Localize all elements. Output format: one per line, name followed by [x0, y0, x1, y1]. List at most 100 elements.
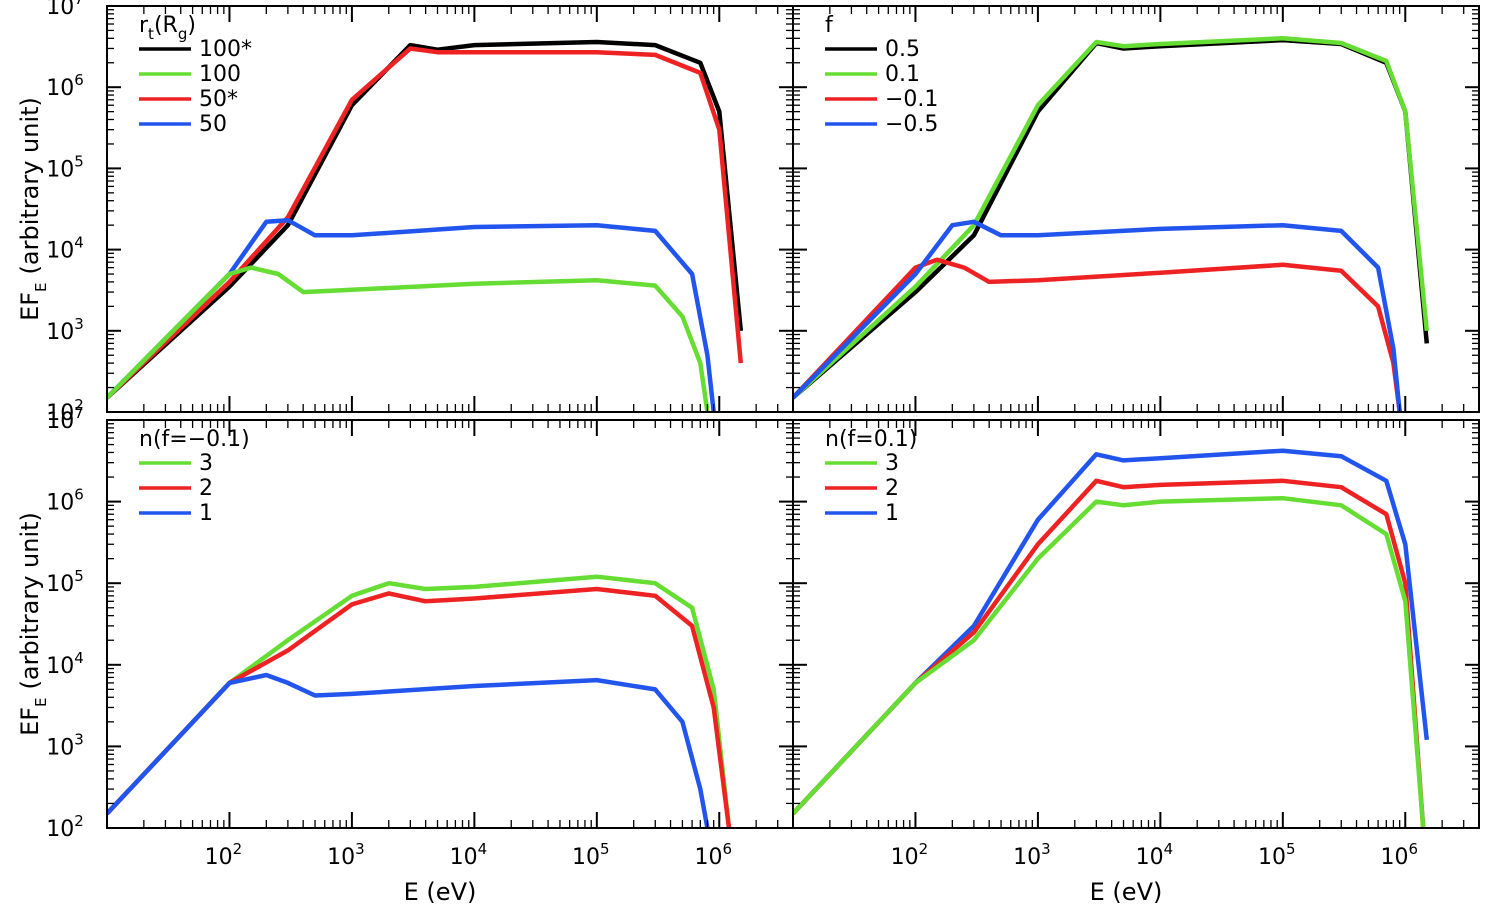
y-tick-exponent: 6	[74, 486, 84, 504]
legend-label: 50	[199, 112, 227, 137]
series-group	[107, 574, 732, 828]
series-line--0.5	[793, 219, 1402, 412]
x-tick-exponent: 4	[478, 840, 488, 858]
x-tick-label: 103	[1013, 840, 1051, 870]
y-tick-label: 102	[46, 812, 84, 842]
legend-title-sub: g	[178, 25, 188, 43]
y-tick-label: 107	[46, 404, 84, 434]
x-tick-exponent: 2	[233, 840, 243, 858]
x-tick-exponent: 5	[600, 840, 610, 858]
x-tick-exponent: 5	[1286, 840, 1296, 858]
y-tick-exponent: 5	[74, 567, 84, 585]
series-line-50	[107, 217, 716, 412]
legend-label: −0.5	[885, 112, 938, 137]
y-axis-title-main: EF	[16, 292, 44, 321]
y-tick-label: 103	[46, 730, 84, 760]
panel-bottom-left: 102 103 104 105 106 107 102 103 104 105 106 E (eV) E…	[16, 404, 794, 906]
y-axis-title: EFE (arbitrary unit)	[16, 97, 50, 321]
y-tick-exponent: 4	[74, 234, 84, 252]
legend-title: n(f=−0.1)	[139, 427, 250, 452]
y-tick-exponent: 5	[74, 152, 84, 170]
legend: n(f=0.1)321	[825, 427, 917, 526]
series-line--0.1	[793, 257, 1402, 412]
x-axis-title: E (eV)	[1090, 878, 1163, 906]
x-tick-exponent: 4	[1164, 840, 1174, 858]
series-line-3	[793, 495, 1426, 828]
legend-title-part: )	[187, 13, 196, 38]
x-tick-exponent: 3	[1041, 840, 1051, 858]
series-line-2	[107, 586, 732, 828]
y-tick-label: 104	[46, 234, 84, 264]
legend-label: 3	[199, 451, 213, 476]
x-tick-exponent: 6	[723, 840, 733, 858]
series-line-1	[107, 672, 710, 828]
series-line-100	[107, 265, 710, 412]
y-tick-label: 107	[46, 0, 84, 20]
y-tick-label: 104	[46, 649, 84, 679]
y-axis-title-rest: (arbitrary unit)	[16, 97, 44, 274]
y-tick-label: 106	[46, 486, 84, 516]
y-tick-exponent: 7	[74, 404, 84, 422]
x-tick-label: 104	[450, 840, 488, 870]
legend-label: 1	[199, 501, 213, 526]
y-axis-title-main: EF	[16, 707, 44, 736]
plot-frame	[792, 419, 1480, 829]
legend: f 0.50.1−0.1−0.5	[825, 13, 938, 137]
series-line-1	[793, 448, 1430, 816]
x-axis-title: E (eV)	[404, 878, 477, 906]
panel-top-right: f 0.50.1−0.1−0.5	[792, 5, 1480, 413]
legend-title-part: r	[139, 13, 149, 38]
y-tick-label: 105	[46, 152, 84, 182]
y-axis-title-sub: E	[32, 697, 50, 706]
legend-label: 100*	[199, 37, 252, 62]
y-tick-exponent: 2	[74, 812, 84, 830]
legend-label: 50*	[199, 87, 238, 112]
x-tick-label: 105	[1258, 840, 1296, 870]
y-tick-exponent: 7	[74, 0, 84, 8]
x-tick-label: 106	[695, 840, 733, 870]
legend-label: 2	[199, 476, 213, 501]
legend-label: 3	[885, 451, 899, 476]
y-tick-exponent: 3	[74, 730, 84, 748]
x-tick-label: 103	[327, 840, 365, 870]
x-tick-label: 106	[1381, 840, 1419, 870]
y-tick-label: 105	[46, 567, 84, 597]
y-axis-title-sub: E	[32, 282, 50, 291]
series-line-2	[793, 478, 1426, 828]
x-tick-label: 102	[205, 840, 243, 870]
y-axis-title-rest: (arbitrary unit)	[16, 512, 44, 689]
series-line-3	[107, 574, 732, 828]
y-tick-exponent: 3	[74, 315, 84, 333]
x-tick-exponent: 3	[355, 840, 365, 858]
legend-title-part: (R	[154, 13, 178, 38]
x-tick-exponent: 2	[919, 840, 929, 858]
x-tick-exponent: 6	[1409, 840, 1419, 858]
legend-title: f	[825, 13, 834, 38]
panel-top-left: 102103104105106107EFE(arbitrary unit)rt(…	[16, 0, 794, 426]
legend-label: 0.1	[885, 62, 920, 87]
y-axis-title: EFE (arbitrary unit)	[16, 512, 50, 736]
legend-label: 1	[885, 501, 899, 526]
y-tick-exponent: 2	[74, 396, 84, 414]
legend-label: 100	[199, 62, 241, 87]
series-line-100*	[107, 39, 744, 400]
y-tick-exponent: 6	[74, 71, 84, 89]
legend-title: n(f=0.1)	[825, 427, 917, 452]
legend: n(f=−0.1)321	[139, 427, 250, 526]
legend-label: 0.5	[885, 37, 920, 62]
legend-title: rt(Rg)	[139, 13, 196, 43]
plot-frame	[792, 5, 1480, 413]
legend-label: −0.1	[885, 87, 938, 112]
series-group	[793, 36, 1430, 412]
y-tick-label: 103	[46, 315, 84, 345]
y-tick-exponent: 4	[74, 649, 84, 667]
series-line-50*	[107, 46, 744, 400]
legend-label: 2	[885, 476, 899, 501]
y-tick-label: 106	[46, 71, 84, 101]
series-line-0.1	[793, 36, 1430, 400]
legend-title-sub: t	[148, 25, 154, 43]
x-tick-label: 104	[1136, 840, 1174, 870]
